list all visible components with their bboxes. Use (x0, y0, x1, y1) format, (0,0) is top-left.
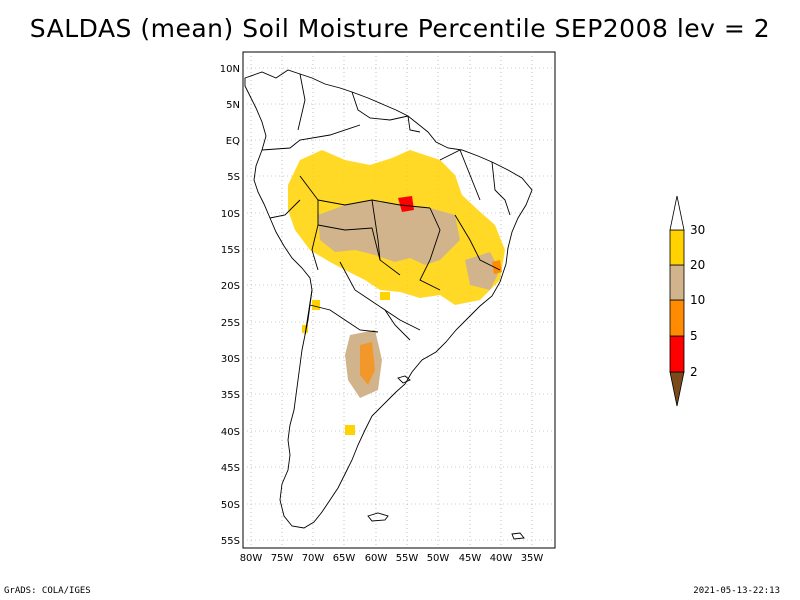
lat-label: 35S (221, 390, 240, 401)
lon-label: 75W (271, 553, 294, 564)
legend-label: 5 (690, 329, 698, 343)
lat-label: 10S (221, 209, 240, 220)
lat-label: 30S (221, 354, 240, 365)
legend-label: 20 (690, 258, 705, 272)
coastline-and-borders (244, 69, 533, 540)
map-title: SALDAS (mean) Soil Moisture Percentile S… (29, 14, 771, 43)
lon-axis: 80W 75W 70W 65W 60W 55W 50W 45W 40W 35W (240, 553, 544, 564)
legend-swatch (669, 335, 685, 373)
map-frame (242, 51, 556, 549)
footer-credit: GrADS: COLA/IGES (4, 586, 91, 596)
legend-swatch (669, 371, 685, 407)
lat-label: 15S (221, 245, 240, 256)
lat-label: 25S (221, 318, 240, 329)
lat-label: 40S (221, 427, 240, 438)
lon-label: 65W (333, 553, 356, 564)
lat-label: 55S (221, 536, 240, 547)
lat-label: 10N (220, 64, 240, 75)
legend-label: 30 (690, 223, 705, 237)
lon-label: 70W (302, 553, 325, 564)
lat-label: 5S (227, 172, 240, 183)
legend-swatch (669, 299, 685, 337)
lat-axis: 10N 5N EQ 5S 10S 15S 20S 25S 30S 35S 40S… (220, 64, 240, 547)
footer-timestamp: 2021-05-13-22:13 (693, 586, 780, 596)
legend-swatch (669, 264, 685, 301)
lat-label: 20S (221, 281, 240, 292)
legend-swatch (669, 195, 685, 231)
lat-label: 50S (221, 500, 240, 511)
lon-label: 50W (427, 553, 450, 564)
legend-swatch (669, 229, 685, 266)
lon-label: 55W (396, 553, 419, 564)
lon-label: 60W (365, 553, 388, 564)
grid-lines (243, 52, 555, 548)
lon-label: 45W (459, 553, 482, 564)
lat-label: 5N (226, 100, 240, 111)
legend-label: 10 (690, 293, 705, 307)
lon-label: 40W (490, 553, 513, 564)
lat-label: EQ (226, 136, 240, 147)
legend-label: 2 (690, 365, 698, 379)
lon-label: 35W (521, 553, 544, 564)
lon-label: 80W (240, 553, 263, 564)
lat-label: 45S (221, 463, 240, 474)
color-legend: 2 5 10 20 30 (669, 195, 705, 407)
